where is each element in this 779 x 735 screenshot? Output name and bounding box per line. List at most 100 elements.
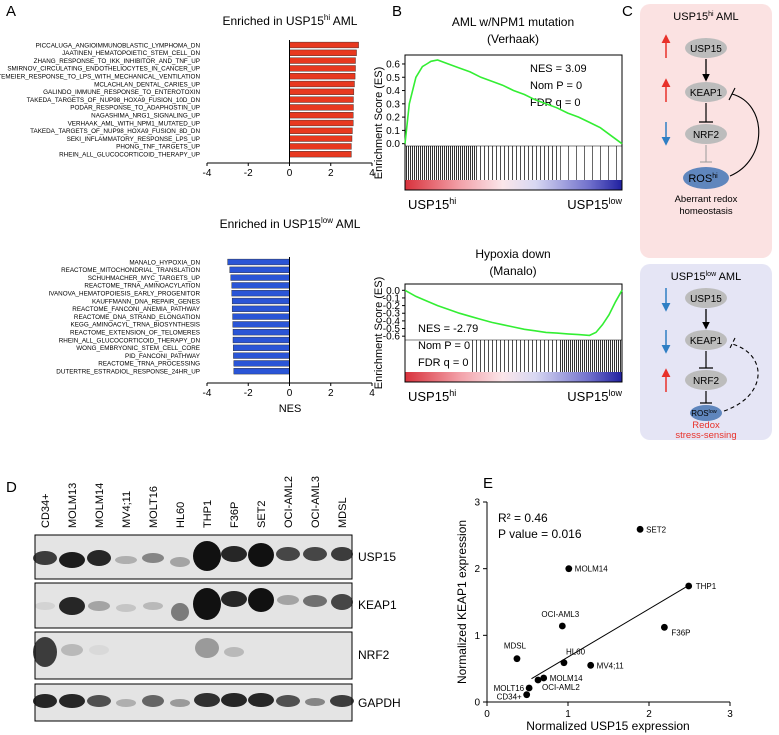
inhibition <box>699 103 713 123</box>
category-label: MANALO_HYPOXIA_DN <box>129 259 200 266</box>
point <box>660 623 668 631</box>
panel-label: D <box>6 479 17 496</box>
label-sup: hi <box>449 196 456 206</box>
y-axis-label: Enrichment Score (ES) <box>373 67 385 179</box>
x-tick-label: 2 <box>646 709 652 720</box>
chart-title: Hypoxia down <box>475 247 550 261</box>
x-tick-label: -4 <box>203 168 212 179</box>
category-label: PHONG_TNF_TARGETS_UP <box>116 144 200 151</box>
category-label: ALTEMEIER_RESPONSE_TO_LPS_WITH_MECHANICA… <box>0 74 200 81</box>
lane-label: OCI-AML3 <box>310 476 322 528</box>
blot <box>33 534 354 722</box>
title-sup: hi <box>708 11 714 18</box>
bar <box>232 321 290 328</box>
inhibition <box>700 145 712 163</box>
bar <box>233 352 290 359</box>
category-label: PICCALUGA_ANGIOIMMUNOBLASTIC_LYMPHOMA_DN <box>36 42 201 49</box>
title-part: USP15 <box>671 271 706 283</box>
protein-label: KEAP1 <box>358 598 397 612</box>
diagram-title: USP15low AML <box>671 271 741 283</box>
annotation: NES = 3.09 <box>530 63 587 75</box>
bar <box>289 57 356 64</box>
y-tick-label: 1 <box>474 631 480 642</box>
title-sup: low <box>321 216 333 225</box>
lane-label: HL60 <box>175 502 187 528</box>
point-label: MV4;11 <box>597 661 625 670</box>
point-label: OCI-AML3 <box>541 610 579 619</box>
bar <box>231 297 290 305</box>
panel-labels: A B C D E <box>6 3 633 496</box>
es-curve <box>404 59 623 145</box>
title-part: AML <box>333 217 361 231</box>
diagram-low: USP15low AML USP15 KEAP1 NRF2 ROSlow Red… <box>640 264 772 441</box>
bar <box>289 151 352 158</box>
inhibition <box>699 351 713 369</box>
x-tick-label: 4 <box>369 168 375 179</box>
lane-label: F36P <box>229 502 241 528</box>
node-label: ROSlow <box>691 409 717 418</box>
category-label: WONG_EMBRYONIC_STEM_CELL_CORE <box>76 345 200 352</box>
caption: Redox <box>692 420 720 431</box>
trend-line <box>531 586 686 680</box>
category-label: SCHUHMACHER_MYC_TARGETS_UP <box>88 275 200 282</box>
rank-label: USP15low <box>567 388 622 404</box>
label-part: USP15 <box>567 197 608 212</box>
panel-label: C <box>622 3 633 20</box>
category-label: ZHANG_RESPONSE_TO_IKK_INHIBITOR_AND_TNF_… <box>34 58 200 65</box>
y-axis-label: Enrichment Score (ES) <box>373 277 385 389</box>
category-label: MCLACHLAN_DENTAL_CARIES_UP <box>94 81 200 88</box>
x-tick-label: -2 <box>244 168 253 179</box>
category-label: REACTOME_TRNA_PROCESSING <box>98 361 200 368</box>
bar <box>289 112 354 119</box>
point-label: OCI-AML2 <box>542 683 580 692</box>
node-label: NRF2 <box>693 376 720 387</box>
chart-subtitle: (Verhaak) <box>487 32 539 46</box>
node-label: ROShi <box>688 173 718 185</box>
point <box>685 582 693 590</box>
chart-subtitle: (Manalo) <box>489 264 536 278</box>
inhibition <box>700 391 712 404</box>
title-part: USP15 <box>673 11 708 23</box>
title-part: AML <box>330 14 358 28</box>
point <box>587 661 595 669</box>
label-sup: hi <box>449 388 456 398</box>
node-label: KEAP1 <box>690 336 723 347</box>
panel-label: A <box>6 3 16 20</box>
category-label: TAKEDA_TARGETS_OF_NUP98_HOXA9_FUSION_10D… <box>27 97 201 104</box>
bar <box>231 305 290 312</box>
x-axis-label: NES <box>279 403 302 415</box>
x-tick-label: 0 <box>287 168 293 179</box>
label-sup: hi <box>712 173 718 180</box>
x-tick-label: 4 <box>369 388 375 399</box>
point-label: MDSL <box>504 642 527 651</box>
bar <box>289 73 356 80</box>
x-axis-label: Normalized USP15 expression <box>526 719 689 733</box>
node-label: USP15 <box>690 294 722 305</box>
category-label: SEKI_INFLAMMATORY_RESPONSE_LPS_UP <box>67 136 200 143</box>
annotations: NES = 3.09 Nom P = 0 FDR q = 0 NES = -2.… <box>418 63 587 369</box>
point-label: CD34+ <box>497 693 522 702</box>
title-part: Enriched in USP15 <box>220 217 322 231</box>
chart-title: AML w/NPM1 mutation <box>452 15 574 29</box>
bar <box>231 290 290 297</box>
rank-label: USP15hi <box>408 196 456 212</box>
category-label: REACTOME_DNA_STRAND_ELONGATION <box>74 314 201 321</box>
caption: Aberrant redox <box>675 194 738 205</box>
x-tick-label: -2 <box>244 388 253 399</box>
category-label: GALINDO_IMMUNE_RESPONSE_TO_ENTEROTOXIN <box>43 89 200 96</box>
rank-labels: USP15hi USP15low USP15hi USP15low <box>408 196 622 404</box>
point <box>540 674 548 682</box>
point-label: HL60 <box>566 648 586 657</box>
annotation: FDR q = 0 <box>418 357 468 369</box>
y-tick-label: -0.3 <box>383 309 401 320</box>
y-tick-label: 3 <box>474 498 480 509</box>
bar <box>289 104 354 111</box>
y-tick-label: 0.0 <box>386 286 400 297</box>
point-label: MOLM14 <box>550 674 583 683</box>
lane-label: SET2 <box>256 500 268 528</box>
category-label: SMIRNOV_CIRCULATING_ENDOTHELIOCYTES_IN_C… <box>7 66 200 73</box>
rank-label: USP15hi <box>408 388 456 404</box>
bar <box>289 143 352 150</box>
title-part: AML <box>716 271 741 283</box>
